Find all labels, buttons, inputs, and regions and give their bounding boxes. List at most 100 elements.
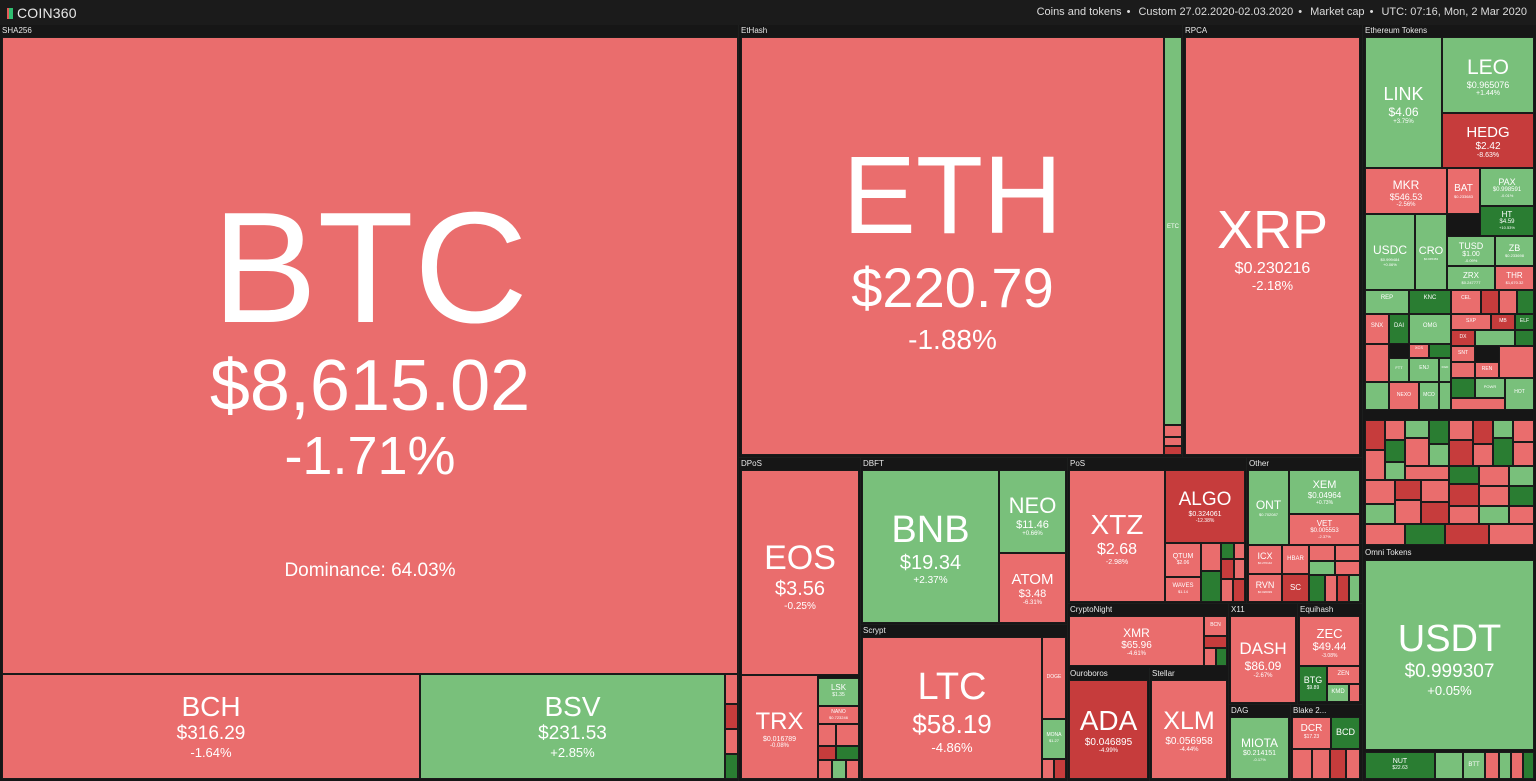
small-coin-tile[interactable] bbox=[1346, 749, 1360, 779]
coin-tile-btt[interactable]: BTT bbox=[1463, 752, 1485, 779]
coin-tile-nut[interactable]: NUT $22.63 bbox=[1365, 752, 1435, 779]
token-tile-knc[interactable]: KNC bbox=[1409, 290, 1451, 314]
small-coin-tile[interactable] bbox=[1473, 420, 1493, 444]
small-coin-tile[interactable] bbox=[1042, 759, 1054, 779]
small-coin-tile[interactable] bbox=[1385, 462, 1405, 480]
metric-filter[interactable]: Market cap bbox=[1310, 6, 1365, 18]
small-coin-tile[interactable] bbox=[1451, 398, 1505, 410]
small-coin-tile[interactable] bbox=[1515, 330, 1534, 346]
small-coin-tile[interactable] bbox=[1479, 506, 1509, 524]
coin-tile-kmd[interactable]: KMD bbox=[1327, 684, 1349, 702]
coin-tile-cro[interactable]: CRO $0.045463 bbox=[1415, 214, 1447, 290]
small-coin-tile[interactable] bbox=[1445, 524, 1489, 545]
small-coin-tile[interactable] bbox=[1312, 749, 1330, 779]
coin-tile-bsv[interactable]: BSV $231.53 +2.85% bbox=[420, 674, 725, 779]
coin-tile-btg[interactable]: BTG $9.89 bbox=[1299, 666, 1327, 702]
coin-tile-zec[interactable]: ZEC $49.44 -3.08% bbox=[1299, 616, 1360, 666]
small-coin-tile[interactable] bbox=[1221, 559, 1234, 579]
coin-tile-xmr[interactable]: XMR $65.96 -4.61% bbox=[1069, 616, 1204, 666]
coin-tile-algo[interactable]: ALGO $0.324061 -12.38% bbox=[1165, 470, 1245, 543]
small-coin-tile[interactable] bbox=[1449, 420, 1473, 440]
small-coin-tile[interactable] bbox=[836, 746, 859, 760]
period-filter[interactable]: Custom 27.02.2020-02.03.2020 bbox=[1138, 6, 1294, 18]
small-coin-tile[interactable] bbox=[1337, 575, 1349, 602]
small-coin-tile[interactable] bbox=[1499, 752, 1511, 779]
small-coin-tile[interactable] bbox=[1499, 346, 1534, 378]
token-tile-dai[interactable]: DAI bbox=[1389, 314, 1409, 344]
small-coin-tile[interactable] bbox=[1405, 524, 1445, 545]
small-coin-tile[interactable] bbox=[1405, 420, 1429, 438]
coin-tile-hbar[interactable]: HBAR bbox=[1282, 545, 1309, 574]
token-tile-omg[interactable]: OMG bbox=[1409, 314, 1451, 344]
coin-tile-nano[interactable]: NANO $0.723246 bbox=[818, 706, 859, 724]
small-coin-tile[interactable] bbox=[1204, 648, 1216, 666]
token-tile-dgd[interactable]: DGD bbox=[1439, 358, 1451, 382]
small-coin-tile[interactable] bbox=[1429, 420, 1449, 444]
token-tile-sxp[interactable]: SXP bbox=[1451, 314, 1491, 330]
coin-tile-etc[interactable]: ETC bbox=[1164, 37, 1182, 425]
coin-tile-zrx[interactable]: ZRX $0.247777 bbox=[1447, 266, 1495, 290]
coins-filter[interactable]: Coins and tokens bbox=[1036, 6, 1122, 18]
small-coin-tile[interactable] bbox=[1395, 500, 1421, 524]
small-coin-tile[interactable] bbox=[1449, 440, 1473, 466]
coin-tile-lsk[interactable]: LSK $1.35 bbox=[818, 678, 859, 706]
small-coin-tile[interactable] bbox=[1509, 466, 1534, 486]
coin-tile-ada[interactable]: ADA $0.046895 -4.99% bbox=[1069, 680, 1148, 779]
coin-tile-bcn[interactable]: BCN bbox=[1204, 616, 1227, 636]
coin-tile-zb[interactable]: ZB $0.233698 bbox=[1495, 236, 1534, 266]
small-coin-tile[interactable] bbox=[1421, 480, 1449, 502]
small-coin-tile[interactable] bbox=[1517, 290, 1534, 314]
coin-tile-tusd[interactable]: TUSD $1.00 -0.09% bbox=[1447, 236, 1495, 266]
coin-tile-bnb[interactable]: BNB $19.34 +2.37% bbox=[862, 470, 999, 623]
small-coin-tile[interactable] bbox=[1349, 684, 1360, 702]
token-tile-elf[interactable]: ELF bbox=[1515, 314, 1534, 330]
token-tile-mco[interactable]: MCO bbox=[1419, 382, 1439, 410]
small-coin-tile[interactable] bbox=[818, 760, 832, 779]
small-coin-tile[interactable] bbox=[1216, 648, 1227, 666]
coin-tile-leo[interactable]: LEO $0.965076 +1.44% bbox=[1442, 37, 1534, 113]
small-coin-tile[interactable] bbox=[1054, 759, 1066, 779]
small-coin-tile[interactable] bbox=[1421, 502, 1449, 524]
small-coin-tile[interactable] bbox=[1449, 506, 1479, 524]
small-coin-tile[interactable] bbox=[1164, 425, 1182, 437]
coin-tile-eth[interactable]: ETH $220.79 -1.88% bbox=[741, 37, 1164, 455]
coin-tile-dash[interactable]: DASH $86.09 -2.67% bbox=[1230, 616, 1296, 703]
small-coin-tile[interactable] bbox=[1405, 438, 1429, 466]
coin-tile-bcd[interactable]: BCD bbox=[1331, 717, 1360, 749]
small-coin-tile[interactable] bbox=[1365, 480, 1395, 504]
coin-tile-neo[interactable]: NEO $11.46 +0.66% bbox=[999, 470, 1066, 553]
small-coin-tile[interactable] bbox=[725, 754, 738, 779]
coin-tile-thr[interactable]: THR $1,670.32 bbox=[1495, 266, 1534, 290]
token-tile-xcs[interactable]: XCS bbox=[1409, 344, 1429, 358]
token-tile-dx[interactable]: DX bbox=[1451, 330, 1475, 346]
coin-tile-ont[interactable]: ONT $0.702087 bbox=[1248, 470, 1289, 545]
small-coin-tile[interactable] bbox=[1435, 752, 1463, 779]
coin-tile-usdt[interactable]: USDT $0.999307 +0.05% bbox=[1365, 560, 1534, 750]
small-coin-tile[interactable] bbox=[1449, 484, 1479, 506]
coin-tile-rvn[interactable]: RVN $0.020093 bbox=[1248, 574, 1282, 602]
small-coin-tile[interactable] bbox=[1451, 362, 1475, 378]
coin-tile-atom[interactable]: ATOM $3.48 -6.31% bbox=[999, 553, 1066, 623]
small-coin-tile[interactable] bbox=[1164, 437, 1182, 446]
small-coin-tile[interactable] bbox=[725, 674, 738, 704]
token-tile-cel[interactable]: CEL bbox=[1451, 290, 1481, 314]
coin-tile-icx[interactable]: ICX $0.270142 bbox=[1248, 545, 1282, 574]
small-coin-tile[interactable] bbox=[1511, 752, 1523, 779]
coin-tile-bat[interactable]: BAT $0.233683 bbox=[1447, 168, 1480, 214]
small-coin-tile[interactable] bbox=[1473, 444, 1493, 466]
small-coin-tile[interactable] bbox=[1201, 571, 1221, 602]
small-coin-tile[interactable] bbox=[1509, 486, 1534, 506]
coin-tile-miota[interactable]: MIOTA $0.214151 -0.17% bbox=[1230, 717, 1289, 779]
small-coin-tile[interactable] bbox=[1365, 344, 1389, 382]
small-coin-tile[interactable] bbox=[1309, 561, 1335, 575]
coin-tile-doge[interactable]: DOGE bbox=[1042, 637, 1066, 719]
small-coin-tile[interactable] bbox=[1365, 420, 1385, 450]
coin-tile-trx[interactable]: TRX $0.016789 -0.08% bbox=[741, 675, 818, 779]
small-coin-tile[interactable] bbox=[836, 724, 859, 746]
small-coin-tile[interactable] bbox=[1493, 438, 1513, 466]
token-tile-ren[interactable]: REN bbox=[1475, 362, 1499, 378]
small-coin-tile[interactable] bbox=[1481, 290, 1499, 314]
small-coin-tile[interactable] bbox=[1485, 752, 1499, 779]
small-coin-tile[interactable] bbox=[1513, 420, 1534, 442]
small-coin-tile[interactable] bbox=[1234, 543, 1245, 559]
